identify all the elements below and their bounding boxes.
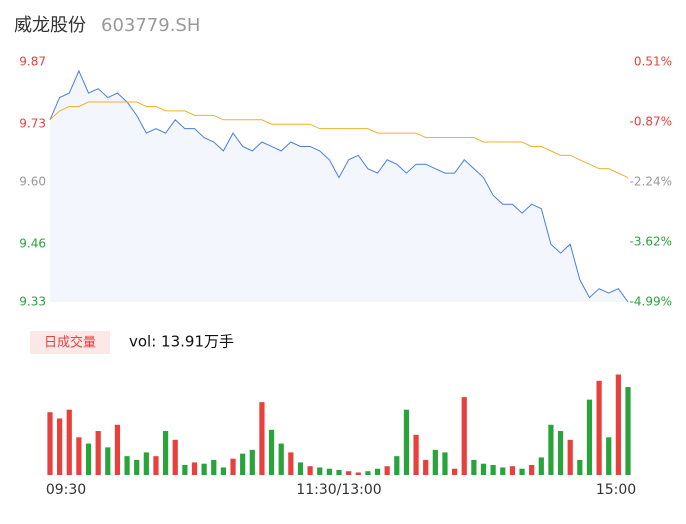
volume-bar bbox=[480, 463, 487, 475]
volume-bar bbox=[172, 439, 178, 475]
y-tick-label: 9.46 bbox=[19, 237, 46, 251]
x-tick-label: 09:30 bbox=[46, 482, 86, 498]
volume-bar bbox=[374, 468, 381, 475]
price-line bbox=[49, 69, 629, 303]
volume-total: vol: 13.91万手 bbox=[129, 333, 234, 351]
y2-tick-label: -2.24% bbox=[630, 175, 672, 189]
volume-bar bbox=[461, 397, 467, 475]
volume-bar bbox=[365, 471, 371, 475]
volume-bar bbox=[384, 466, 390, 475]
volume-bar bbox=[548, 424, 554, 475]
volume-bar bbox=[47, 412, 53, 475]
volume-bar bbox=[451, 468, 458, 475]
volume-bar bbox=[413, 434, 419, 475]
volume-bar bbox=[201, 463, 207, 475]
volume-bar bbox=[355, 472, 361, 475]
volume-bar bbox=[85, 443, 92, 475]
volume-bar bbox=[538, 457, 544, 475]
y-tick-label: 9.60 bbox=[19, 175, 46, 189]
volume-bar bbox=[114, 424, 121, 475]
volume-bar bbox=[509, 466, 516, 475]
volume-bar bbox=[76, 437, 82, 475]
stock-code: 603779.SH bbox=[101, 15, 200, 36]
volume-bar bbox=[403, 409, 410, 475]
volume-label-box bbox=[30, 331, 110, 354]
volume-bar bbox=[625, 387, 631, 475]
volume-bar bbox=[57, 418, 63, 475]
volume-bar bbox=[606, 437, 612, 475]
x-tick-label: 11:30/13:00 bbox=[296, 482, 381, 498]
y-tick-label: 9.33 bbox=[19, 295, 46, 309]
volume-bar bbox=[297, 462, 304, 475]
volume-bar bbox=[432, 449, 438, 475]
volume-bar bbox=[326, 468, 332, 475]
volume-bar bbox=[346, 471, 352, 475]
y2-tick-label: -0.87% bbox=[630, 115, 672, 129]
volume-bar bbox=[288, 452, 294, 475]
volume-bar bbox=[211, 459, 217, 475]
volume-bar bbox=[153, 456, 159, 475]
volume-bar bbox=[615, 374, 621, 475]
volume-bar bbox=[442, 452, 448, 475]
volume-bar bbox=[268, 429, 275, 475]
volume-bar bbox=[586, 399, 593, 475]
volume-bar bbox=[596, 380, 602, 475]
stock-name: 威龙股份 bbox=[14, 15, 86, 36]
x-tick-label: 15:00 bbox=[596, 482, 636, 498]
volume-bar bbox=[423, 459, 429, 475]
y2-tick-label: -4.99% bbox=[630, 295, 672, 309]
volume-bar bbox=[143, 452, 149, 475]
volume-bar bbox=[471, 459, 477, 475]
volume-label: 日成交量 bbox=[44, 335, 96, 351]
volume-bar bbox=[278, 443, 284, 475]
y-tick-label: 9.87 bbox=[19, 55, 46, 69]
y2-tick-label: -3.62% bbox=[630, 235, 672, 249]
volume-bar bbox=[105, 447, 111, 475]
volume-bar bbox=[490, 464, 496, 475]
volume-bar bbox=[191, 462, 198, 475]
volume-bar bbox=[220, 467, 227, 475]
y2-tick-label: 0.51% bbox=[634, 55, 672, 69]
y-tick-label: 9.73 bbox=[19, 117, 46, 131]
volume-bar bbox=[182, 464, 188, 475]
average-line bbox=[49, 101, 629, 179]
volume-bar bbox=[124, 456, 130, 475]
volume-bar bbox=[567, 439, 573, 475]
volume-bar bbox=[500, 467, 506, 475]
price-area bbox=[50, 70, 628, 302]
volume-bar bbox=[230, 458, 236, 475]
volume-bar bbox=[519, 468, 525, 475]
volume-bar bbox=[134, 459, 140, 475]
volume-bar bbox=[317, 467, 323, 475]
volume-bar bbox=[577, 459, 583, 475]
volume-bar bbox=[336, 469, 342, 475]
volume-bar bbox=[240, 453, 246, 475]
volume-bar bbox=[557, 431, 564, 475]
volume-bar bbox=[95, 431, 101, 475]
volume-bar bbox=[529, 464, 535, 475]
volume-bar bbox=[162, 431, 169, 475]
volume-bar bbox=[249, 449, 255, 475]
volume-bar bbox=[66, 409, 72, 475]
volume-bar bbox=[307, 466, 313, 475]
volume-bar bbox=[259, 402, 265, 475]
volume-bar bbox=[394, 456, 400, 475]
